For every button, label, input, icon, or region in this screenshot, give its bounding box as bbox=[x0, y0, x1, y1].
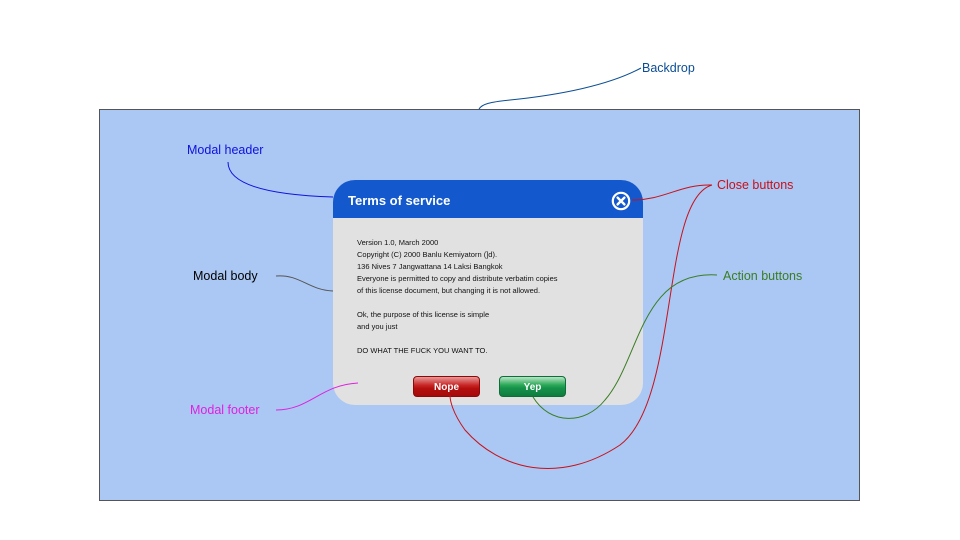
modal-title: Terms of service bbox=[348, 193, 451, 208]
modal-body: Version 1.0, March 2000 Copyright (C) 20… bbox=[357, 237, 627, 357]
yep-button[interactable]: Yep bbox=[499, 376, 566, 397]
backdrop-label: Backdrop bbox=[642, 61, 695, 75]
modal-footer-connector bbox=[275, 382, 359, 411]
close-buttons-label: Close buttons bbox=[717, 178, 794, 192]
body-line: and you just bbox=[357, 322, 398, 331]
modal-header-label: Modal header bbox=[187, 143, 264, 157]
body-line: 136 Nives 7 Jangwattana 14 Laksi Bangkok bbox=[357, 262, 503, 271]
modal-header-connector bbox=[227, 161, 334, 198]
modal-dialog: Terms of service Version 1.0, March 2000… bbox=[333, 180, 643, 405]
body-line: Ok, the purpose of this license is simpl… bbox=[357, 310, 490, 319]
action-buttons-label: Action buttons bbox=[723, 269, 803, 283]
modal-footer-label: Modal footer bbox=[190, 403, 260, 417]
body-line: Copyright (C) 2000 Banlu Kemiyatorn (]d)… bbox=[357, 250, 498, 259]
body-line: Everyone is permitted to copy and distri… bbox=[357, 274, 558, 283]
body-line: of this license document, but changing i… bbox=[357, 286, 541, 295]
body-line: Version 1.0, March 2000 bbox=[357, 238, 439, 247]
modal-body-label: Modal body bbox=[193, 269, 258, 283]
action-yep-connector bbox=[532, 274, 718, 419]
close-header-connector bbox=[631, 184, 713, 201]
close-nope-connector bbox=[449, 184, 713, 469]
close-icon[interactable] bbox=[611, 191, 631, 211]
modal-header: Terms of service bbox=[333, 180, 643, 218]
body-line: DO WHAT THE FUCK YOU WANT TO. bbox=[357, 346, 488, 355]
nope-button[interactable]: Nope bbox=[413, 376, 480, 397]
modal-body-connector bbox=[275, 275, 334, 292]
backdrop-connector bbox=[478, 67, 642, 110]
